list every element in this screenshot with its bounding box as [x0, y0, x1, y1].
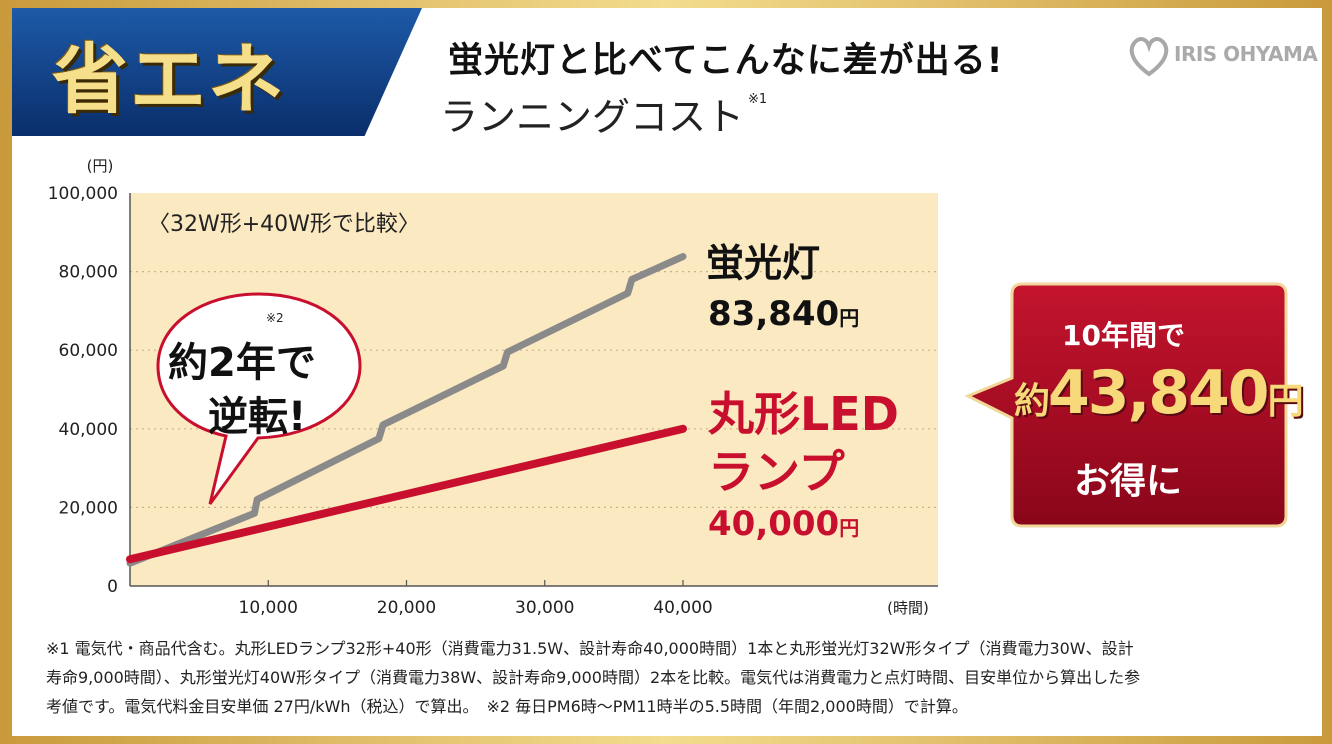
footnote-line: 考値です。電気代料金目安単価 27円/kWh（税込）で算出。 ※2 毎日PM6時… — [46, 697, 968, 716]
comparison-label: 〈32W形+40W形で比較〉 — [148, 212, 420, 237]
x-axis-unit: (時間) — [887, 599, 929, 617]
footnote-line: ※1 電気代・商品代含む。丸形LEDランプ32形+40形（消費電力31.5W、設… — [46, 639, 1134, 658]
axes — [129, 193, 938, 587]
subheading: ランニングコスト — [440, 95, 745, 139]
savings-prefix: 約 — [1014, 381, 1050, 422]
energy-saving-badge — [12, 8, 422, 136]
speech-line-1: 約2年で — [168, 340, 316, 386]
y-tick-label: 60,000 — [59, 341, 118, 361]
y-tick-label: 80,000 — [59, 263, 118, 283]
x-tick-label: 20,000 — [377, 598, 436, 618]
badge-title: 省エネ — [52, 35, 286, 124]
led-cost-value: 40,000 — [708, 504, 840, 544]
series-lines — [126, 253, 687, 567]
speech-bubble — [156, 292, 362, 505]
footnote-line: 寿命9,000時間）、丸形蛍光灯40W形タイプ（消費電力38W、設計寿命9,00… — [46, 668, 1141, 687]
led-series-label-1: 丸形LED — [708, 387, 899, 441]
fluorescent-cost-value: 83,840 — [708, 294, 840, 334]
grid-lines — [130, 271, 938, 586]
fluorescent-cost-unit: 円 — [839, 306, 860, 330]
headline: 蛍光灯と比べてこんなに差が出る! — [448, 41, 1004, 81]
savings-period: 10年間で — [1062, 319, 1185, 352]
x-tick-labels: 10,000 20,000 30,000 40,000 — [239, 598, 713, 618]
savings-suffix: お得に — [1074, 461, 1183, 502]
led-cost-line — [126, 424, 687, 564]
fluorescent-series-label: 蛍光灯 — [706, 241, 821, 285]
y-tick-label: 20,000 — [59, 498, 118, 518]
fluorescent-cost-line — [126, 253, 687, 567]
brand-logo-icon — [1129, 37, 1169, 77]
speech-footnote-ref: ※2 — [266, 311, 284, 325]
footnotes: ※1 電気代・商品代含む。丸形LEDランプ32形+40形（消費電力31.5W、設… — [46, 634, 1266, 721]
x-tick-label: 30,000 — [515, 598, 574, 618]
x-tick-label: 10,000 — [239, 598, 298, 618]
brand-name: IRIS OHYAMA — [1174, 42, 1318, 66]
speech-line-2: 逆転! — [208, 394, 307, 440]
led-series-label-2: ランプ — [708, 445, 845, 499]
y-tick-label: 0 — [107, 577, 118, 597]
x-tick-label: 40,000 — [653, 598, 712, 618]
savings-value: 43,840 — [1048, 358, 1270, 428]
savings-amount: 約43,840円 — [1014, 358, 1304, 428]
fluorescent-total-cost: 83,840円 — [708, 294, 859, 334]
subheading-footnote-ref: ※1 — [748, 92, 768, 107]
y-tick-label: 100,000 — [48, 184, 118, 204]
led-cost-unit: 円 — [839, 516, 860, 540]
y-tick-labels: 0 20,000 40,000 60,000 80,000 100,000 — [48, 184, 118, 597]
led-total-cost: 40,000円 — [708, 504, 859, 544]
savings-callout — [964, 282, 1288, 528]
savings-unit: 円 — [1267, 381, 1304, 422]
y-axis-unit: (円) — [87, 157, 114, 175]
y-tick-label: 40,000 — [59, 420, 118, 440]
